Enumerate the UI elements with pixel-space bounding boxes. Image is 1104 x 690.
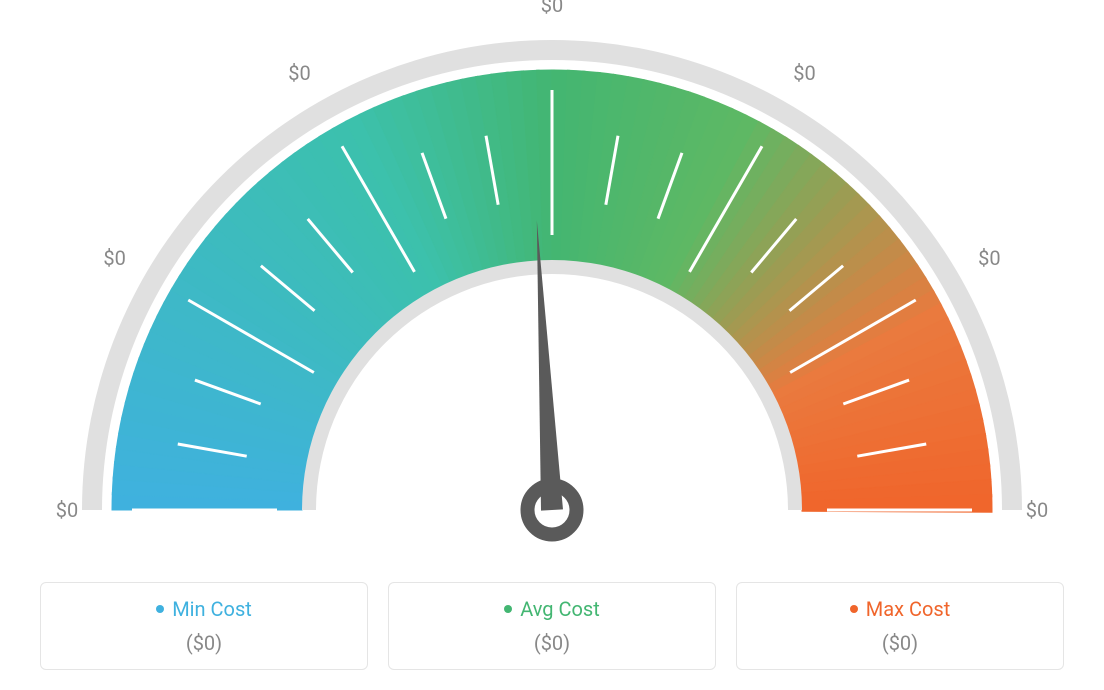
legend-card: Avg Cost ($0) xyxy=(388,582,716,670)
legend-label: Avg Cost xyxy=(520,597,600,621)
legend-value: ($0) xyxy=(747,631,1053,655)
gauge-scale-label: $0 xyxy=(793,61,815,85)
legend-label: Max Cost xyxy=(866,597,951,621)
legend-dot-icon xyxy=(156,605,164,613)
legend-dot-icon xyxy=(504,605,512,613)
gauge-scale-label: $0 xyxy=(978,246,1000,270)
gauge-scale-label: $0 xyxy=(103,246,125,270)
gauge-scale-label: $0 xyxy=(1026,498,1048,522)
legend-title: Max Cost xyxy=(850,597,951,621)
gauge-scale-label: $0 xyxy=(541,0,563,17)
legend-title: Avg Cost xyxy=(504,597,600,621)
legend-value: ($0) xyxy=(51,631,357,655)
legend-dot-icon xyxy=(850,605,858,613)
gauge-svg xyxy=(0,0,1104,560)
legend-label: Min Cost xyxy=(172,597,252,621)
gauge-scale-label: $0 xyxy=(56,498,78,522)
legend-row: Min Cost ($0) Avg Cost ($0) Max Cost ($0) xyxy=(0,582,1104,670)
legend-title: Min Cost xyxy=(156,597,252,621)
legend-card: Max Cost ($0) xyxy=(736,582,1064,670)
gauge-scale-label: $0 xyxy=(288,61,310,85)
gauge-chart: $0 $0 $0 $0 $0 $0 $0 xyxy=(0,0,1104,560)
legend-card: Min Cost ($0) xyxy=(40,582,368,670)
legend-value: ($0) xyxy=(399,631,705,655)
